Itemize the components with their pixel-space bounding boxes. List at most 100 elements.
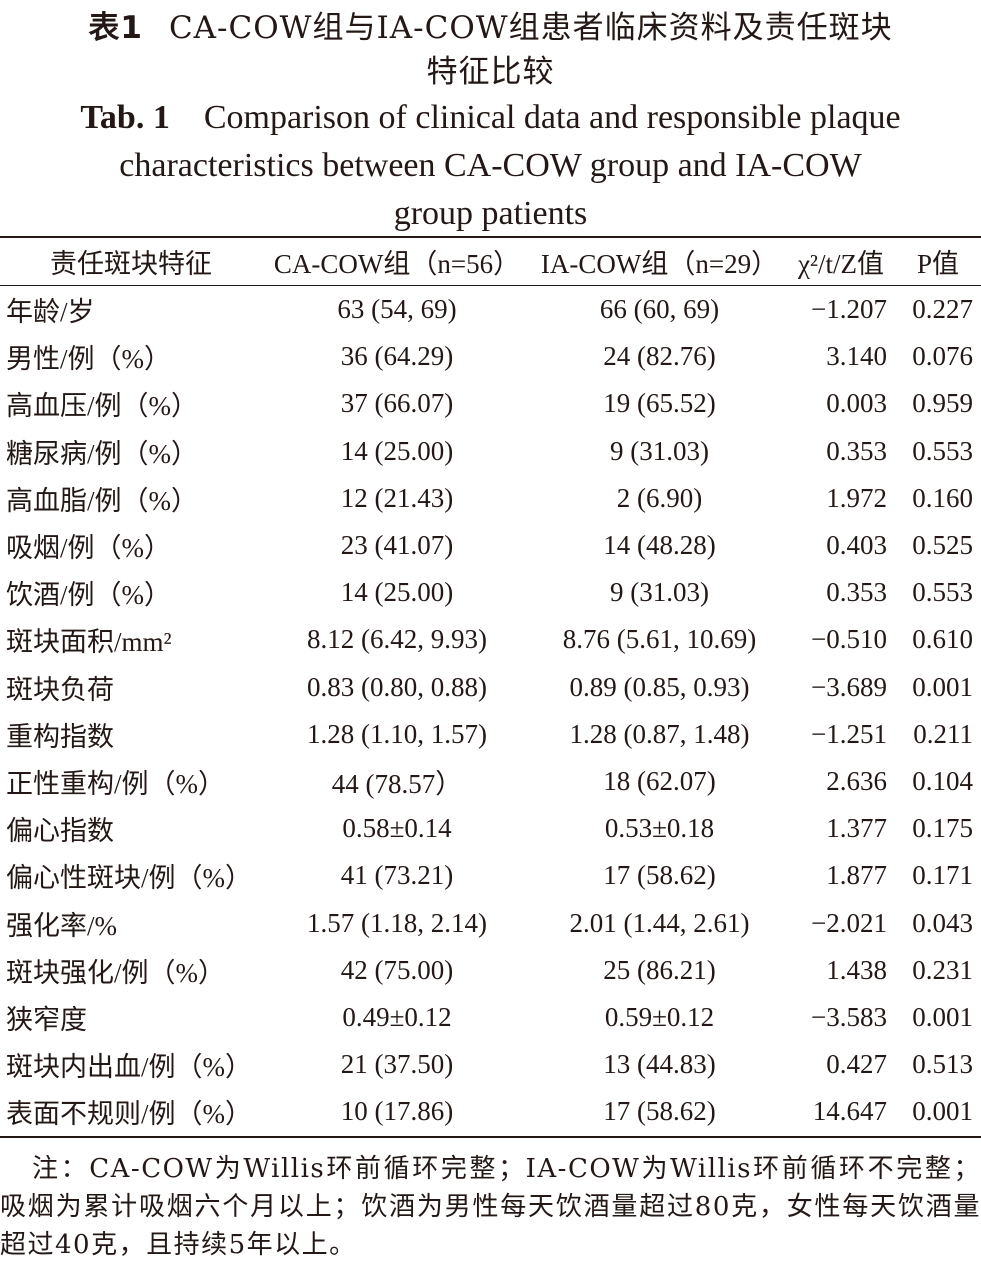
p-value-cell: 0.959 — [912, 388, 973, 419]
ia-cow-cell: 17 (58.62) — [603, 860, 716, 891]
p-value-cell: 0.553 — [912, 577, 973, 608]
table-row: 饮酒/例（%） 14 (25.00) 9 (31.03) 0.353 0.553 — [0, 569, 981, 616]
p-value-cell: 0.175 — [912, 813, 973, 844]
table-row: 斑块强化/例（%） 42 (75.00) 25 (86.21) 1.438 0.231 — [0, 947, 981, 994]
statistic-cell: 14.647 — [812, 1096, 887, 1127]
feature-cell: 斑块强化/例（%） — [6, 957, 225, 988]
feature-cell: 高血压/例（%） — [6, 391, 198, 422]
table-row: 偏心指数 0.58±0.14 0.53±0.18 1.377 0.175 — [0, 805, 981, 852]
ca-cow-cell: 0.58±0.14 — [342, 813, 452, 844]
header-ia-cow: IA-COW组（n=29） — [540, 249, 779, 279]
title-cn-text: CA-COW组与IA-COW组患者临床资料及责任斑块 — [168, 10, 893, 46]
p-value-cell: 0.001 — [912, 1001, 973, 1032]
ca-cow-cell: 14 (25.00) — [340, 435, 454, 466]
statistic-cell: −1.207 — [811, 294, 887, 325]
table-number-en: Tab. 1 — [80, 99, 170, 136]
feature-cell: 糖尿病/例（%） — [6, 438, 198, 469]
table-row: 男性/例（%） 36 (64.29) 24 (82.76) 3.140 0.076 — [0, 333, 981, 380]
title-en-text: Comparison of clinical data and responsi… — [203, 99, 901, 136]
p-value-cell: 0.227 — [912, 294, 973, 325]
header-p-value: P值 — [916, 249, 960, 279]
ia-cow-cell: 0.53±0.18 — [604, 813, 715, 844]
table-top-rule — [0, 236, 981, 238]
table-title-chinese: 表1 CA-COW组与IA-COW组患者临床资料及责任斑块 特征比较 — [0, 6, 981, 94]
table-row: 斑块面积/mm² 8.12 (6.42, 9.93) 8.76 (5.61, 10.… — [0, 616, 981, 663]
table-title-english: Tab. 1 Comparison of clinical data and re… — [0, 94, 981, 238]
ia-cow-cell: 13 (44.83) — [603, 1049, 716, 1080]
ia-cow-cell: 0.89 (0.85, 0.93) — [569, 671, 750, 702]
statistic-cell: 0.003 — [826, 388, 887, 419]
statistic-cell: 1.877 — [826, 860, 887, 891]
statistic-cell: −3.689 — [811, 671, 887, 702]
ca-cow-cell: 41 (73.21) — [340, 860, 454, 891]
p-value-cell: 0.171 — [912, 860, 973, 891]
ca-cow-cell: 21 (37.50) — [340, 1049, 454, 1080]
table-row: 高血压/例（%） 37 (66.07) 19 (65.52) 0.003 0.959 — [0, 380, 981, 427]
p-value-cell: 0.001 — [912, 1096, 973, 1127]
table-row: 吸烟/例（%） 23 (41.07) 14 (48.28) 0.403 0.525 — [0, 522, 981, 569]
table-row: 偏心性斑块/例（%） 41 (73.21) 17 (58.62) 1.877 0.171 — [0, 852, 981, 899]
p-value-cell: 0.513 — [912, 1049, 973, 1080]
title-cn-line-1: 表1 CA-COW组与IA-COW组患者临床资料及责任斑块 — [0, 6, 981, 50]
p-value-cell: 0.231 — [912, 954, 973, 985]
title-en-line-2: characteristics between CA-COW group and… — [119, 147, 862, 184]
ia-cow-cell: 18 (62.07) — [603, 765, 716, 796]
feature-cell: 正性重构/例（%） — [6, 768, 225, 799]
ca-cow-cell: 0.49±0.12 — [342, 1001, 452, 1032]
feature-cell: 斑块负荷 — [6, 674, 114, 705]
ca-cow-cell: 42 (75.00) — [340, 954, 454, 985]
feature-cell: 偏心指数 — [6, 816, 114, 847]
ia-cow-cell: 17 (58.62) — [603, 1096, 716, 1127]
ia-cow-cell: 9 (31.03) — [610, 435, 709, 466]
table-row: 表面不规则/例（%） 10 (17.86) 17 (58.62) 14.647 0.00… — [0, 1088, 981, 1135]
p-value-cell: 0.525 — [912, 530, 973, 561]
statistic-cell: −0.510 — [811, 624, 887, 655]
feature-cell: 斑块面积/mm² — [6, 627, 172, 658]
statistic-cell: 1.377 — [826, 813, 887, 844]
table-row: 高血脂/例（%） 12 (21.43) 2 (6.90) 1.972 0.160 — [0, 475, 981, 522]
statistic-cell: 0.353 — [826, 435, 887, 466]
statistic-cell: −1.251 — [811, 718, 887, 749]
ca-cow-cell: 12 (21.43) — [340, 482, 454, 513]
feature-cell: 高血脂/例（%） — [6, 485, 198, 516]
table-row: 糖尿病/例（%） 14 (25.00) 9 (31.03) 0.353 0.553 — [0, 428, 981, 475]
ia-cow-cell: 14 (48.28) — [603, 530, 716, 561]
statistic-cell: −3.583 — [811, 1001, 887, 1032]
table-row: 斑块负荷 0.83 (0.80, 0.88) 0.89 (0.85, 0.93) −3… — [0, 664, 981, 711]
ca-cow-cell: 14 (25.00) — [340, 577, 454, 608]
table-header-row: 责任斑块特征 CA-COW组（n=56） IA-COW组（n=29） χ²/t/… — [0, 238, 981, 286]
p-value-cell: 0.001 — [912, 671, 973, 702]
ia-cow-cell: 8.76 (5.61, 10.69) — [562, 624, 757, 655]
comparison-table: 责任斑块特征 CA-COW组（n=56） IA-COW组（n=29） χ²/t/… — [0, 238, 981, 1135]
table-body: 年龄/岁 63 (54, 69) 66 (60, 69) −1.207 0.227 男性/… — [0, 286, 981, 1136]
table-row: 狭窄度 0.49±0.12 0.59±0.12 −3.583 0.001 — [0, 994, 981, 1041]
table-bottom-rule — [0, 1136, 981, 1138]
title-en-line-3: group patients — [393, 195, 588, 232]
ia-cow-cell: 25 (86.21) — [603, 954, 716, 985]
feature-cell: 斑块内出血/例（%） — [6, 1052, 252, 1083]
header-statistic: χ²/t/Z值 — [797, 249, 885, 279]
p-value-cell: 0.043 — [912, 907, 973, 938]
ia-cow-cell: 2 (6.90) — [616, 482, 703, 513]
ia-cow-cell: 0.59±0.12 — [604, 1001, 715, 1032]
feature-cell: 表面不规则/例（%） — [6, 1099, 252, 1130]
feature-cell: 强化率/% — [6, 910, 117, 941]
ia-cow-cell: 66 (60, 69) — [599, 294, 720, 325]
p-value-cell: 0.211 — [913, 718, 973, 749]
ca-cow-cell: 37 (66.07) — [340, 388, 454, 419]
feature-cell: 年龄/岁 — [6, 297, 95, 328]
table-number-cn: 表1 — [88, 10, 143, 46]
table-row: 斑块内出血/例（%） 21 (37.50) 13 (44.83) 0.427 0.513 — [0, 1041, 981, 1088]
statistic-cell: 1.972 — [826, 482, 887, 513]
ca-cow-cell: 1.28 (1.10, 1.57) — [307, 718, 487, 749]
table-row: 强化率/% 1.57 (1.18, 2.14) 2.01 (1.44, 2.61) −… — [0, 899, 981, 946]
table-row: 年龄/岁 63 (54, 69) 66 (60, 69) −1.207 0.227 — [0, 286, 981, 334]
feature-cell: 男性/例（%） — [6, 344, 171, 375]
title-cn-line-2: 特征比较 — [426, 54, 555, 90]
feature-cell: 饮酒/例（%） — [6, 580, 171, 611]
ca-cow-cell: 44 (78.57） — [331, 768, 463, 799]
ia-cow-cell: 1.28 (0.87, 1.48) — [569, 718, 750, 749]
table-row: 重构指数 1.28 (1.10, 1.57) 1.28 (0.87, 1.48) −1… — [0, 711, 981, 758]
ca-cow-cell: 0.83 (0.80, 0.88) — [307, 671, 487, 702]
ca-cow-cell: 23 (41.07) — [340, 530, 454, 561]
